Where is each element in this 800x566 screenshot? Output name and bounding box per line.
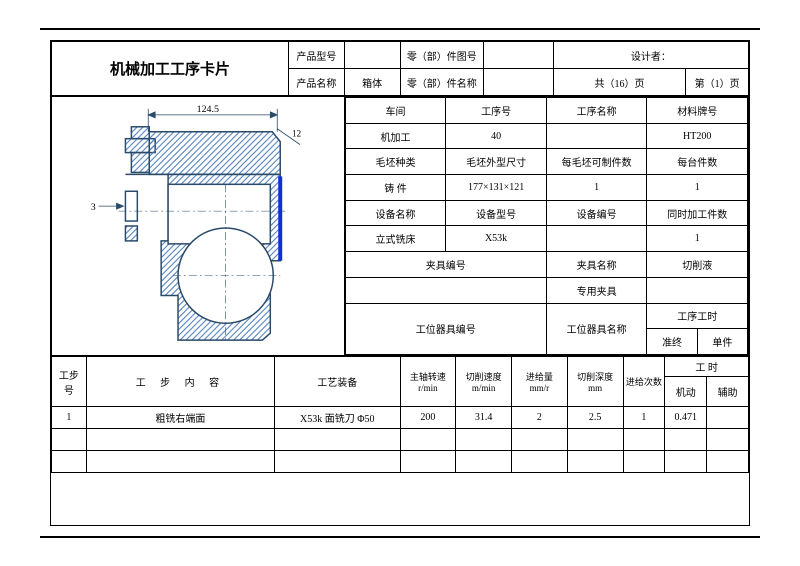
technical-drawing: 124.5 12 3	[52, 97, 345, 356]
label-per-blank: 每毛坯可制件数	[546, 149, 647, 175]
part-name	[484, 69, 554, 96]
head-machine: 机动	[665, 377, 707, 407]
page-num: 第（1）页	[686, 69, 749, 96]
val-fixture-name: 专用夹具	[546, 277, 647, 303]
val-fixture-no	[345, 277, 546, 303]
dim-left: 3	[91, 202, 96, 213]
steps-table: 工步号 工 步 内 容 工艺装备 主轴转速r/min 切削速度m/min 进给量…	[51, 356, 749, 473]
part-name-label: 零（部）件名称	[400, 69, 484, 96]
head-step-no: 工步号	[52, 357, 87, 407]
label-setup-time: 准终	[647, 329, 697, 355]
head-cutspeed: 切削速度m/min	[456, 357, 512, 407]
val-coolant	[647, 277, 748, 303]
label-op-time: 工序工时	[647, 303, 748, 329]
label-coolant: 切削液	[647, 252, 748, 278]
val-simul: 1	[647, 226, 748, 252]
label-fixture-name: 夹具名称	[546, 252, 647, 278]
part-drawing	[484, 42, 554, 69]
val-per-blank: 1	[546, 175, 647, 201]
row-tooling: X53k 面铣刀 Φ50	[275, 407, 400, 429]
row-content: 粗铣右端面	[86, 407, 274, 429]
label-op-no: 工序号	[446, 98, 547, 124]
label-material: 材料牌号	[647, 98, 748, 124]
label-workshop: 车间	[345, 98, 446, 124]
label-station-no: 工位器具编号	[345, 303, 546, 355]
val-op-no: 40	[446, 123, 547, 149]
dim-width: 124.5	[197, 104, 219, 115]
row-speed: 200	[400, 407, 456, 429]
info-table: 车间工序号工序名称材料牌号 机加工40 HT200 毛坯种类毛坯外型尺寸每毛坯可制…	[345, 97, 748, 355]
product-name: 箱体	[344, 69, 400, 96]
label-simul: 同时加工件数	[647, 200, 748, 226]
head-passes: 进给次数	[623, 357, 665, 407]
header-table: 机械加工工序卡片 产品型号 零（部）件图号 设计者： 产品名称 箱体 零（部）件…	[51, 41, 749, 96]
head-content: 工 步 内 容	[86, 357, 274, 407]
row-cutspeed: 31.4	[456, 407, 512, 429]
middle-section: 124.5 12 3	[51, 96, 749, 356]
head-aux: 辅助	[707, 377, 749, 407]
designer-label: 设计者：	[553, 42, 748, 69]
product-model-label: 产品型号	[289, 42, 345, 69]
total-pages: 共（16）页	[553, 69, 685, 96]
val-equip-no	[546, 226, 647, 252]
label-fixture-no: 夹具编号	[345, 252, 546, 278]
val-blank-size: 177×131×121	[446, 175, 547, 201]
head-tooling: 工艺装备	[275, 357, 400, 407]
card-title: 机械加工工序卡片	[52, 42, 289, 96]
info-panel: 车间工序号工序名称材料牌号 机加工40 HT200 毛坯种类毛坯外型尺寸每毛坯可制…	[344, 97, 748, 356]
label-equip-model: 设备型号	[446, 200, 547, 226]
row-feed: 2	[512, 407, 568, 429]
val-blank-type: 铸 件	[345, 175, 446, 201]
label-equip-no: 设备编号	[546, 200, 647, 226]
part-drawing-label: 零（部）件图号	[400, 42, 484, 69]
label-piece-time: 单件	[697, 329, 747, 355]
val-per-unit: 1	[647, 175, 748, 201]
val-workshop: 机加工	[345, 123, 446, 149]
head-depth: 切削深度mm	[567, 357, 623, 407]
row-depth: 2.5	[567, 407, 623, 429]
row-machine: 0.471	[665, 407, 707, 429]
head-speed: 主轴转速r/min	[400, 357, 456, 407]
dim-chamfer: 12	[292, 129, 301, 139]
val-equip-name: 立式铣床	[345, 226, 446, 252]
row-no: 1	[52, 407, 87, 429]
product-model	[344, 42, 400, 69]
row-passes: 1	[623, 407, 665, 429]
label-blank-type: 毛坯种类	[345, 149, 446, 175]
label-equip-name: 设备名称	[345, 200, 446, 226]
head-feed: 进给量mm/r	[512, 357, 568, 407]
val-equip-model: X53k	[446, 226, 547, 252]
label-per-unit: 每台件数	[647, 149, 748, 175]
val-material: HT200	[647, 123, 748, 149]
row-aux	[707, 407, 749, 429]
label-blank-size: 毛坯外型尺寸	[446, 149, 547, 175]
label-station-name: 工位器具名称	[546, 303, 647, 355]
head-time: 工 时	[665, 357, 749, 377]
product-name-label: 产品名称	[289, 69, 345, 96]
process-card: 机械加工工序卡片 产品型号 零（部）件图号 设计者： 产品名称 箱体 零（部）件…	[50, 40, 750, 526]
label-op-name: 工序名称	[546, 98, 647, 124]
val-op-name	[546, 123, 647, 149]
